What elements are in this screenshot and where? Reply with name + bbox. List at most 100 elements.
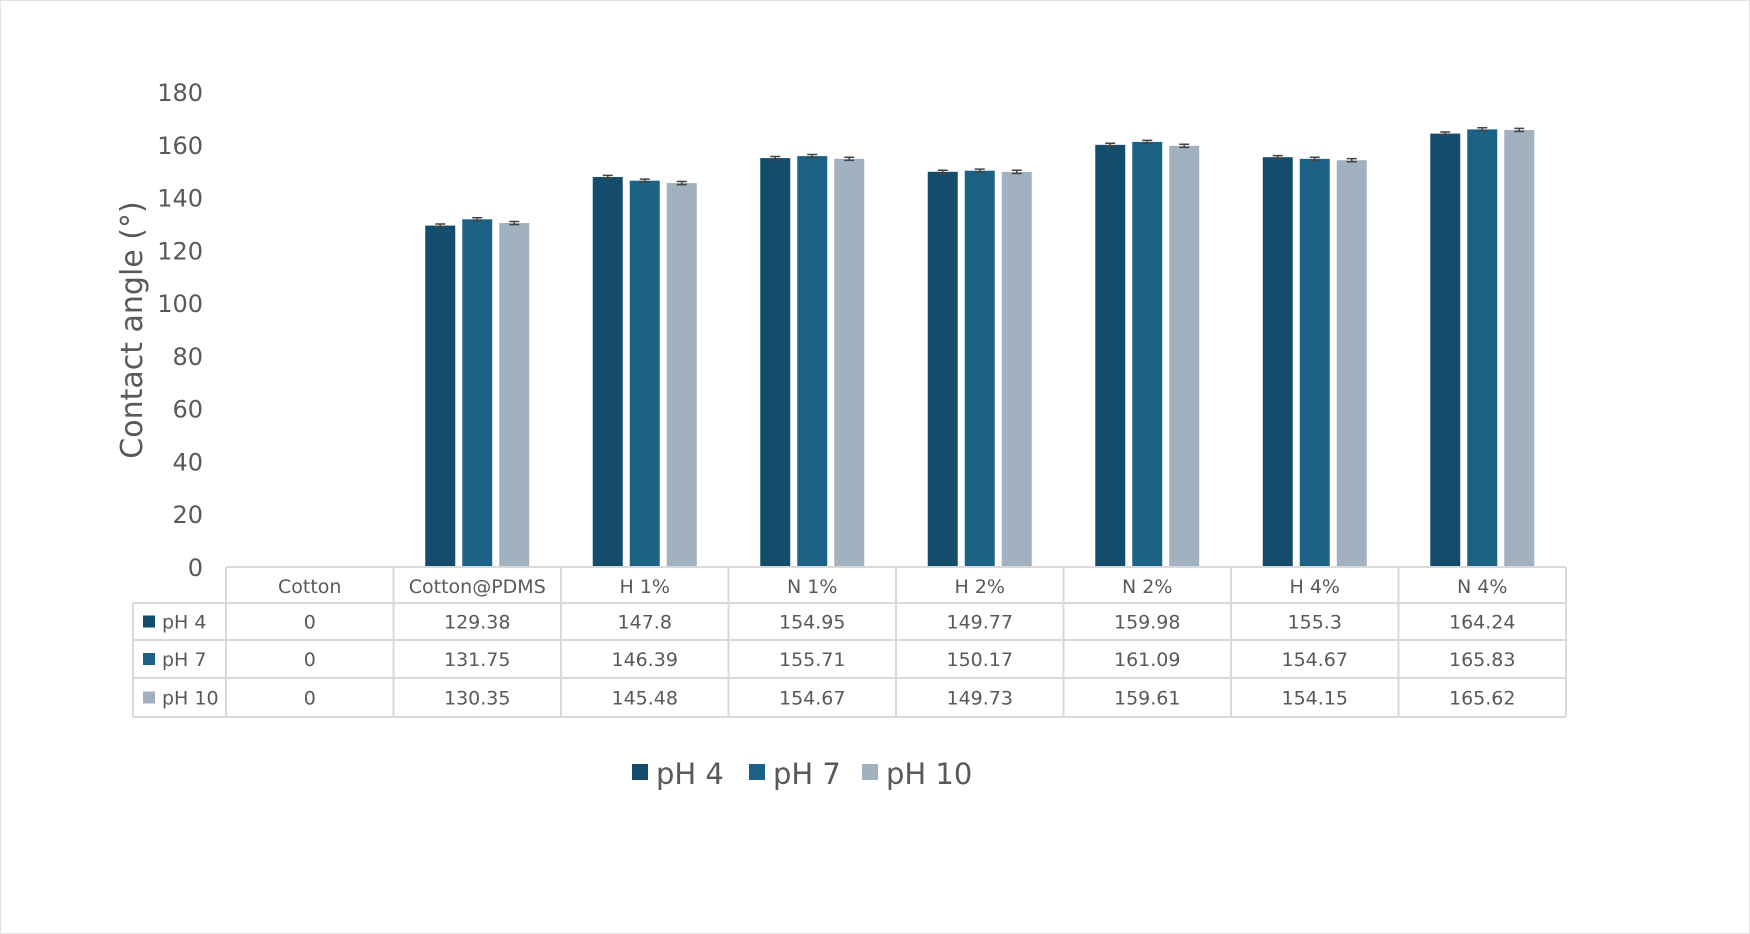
table-cell: 154.67 [1282,649,1348,671]
y-tick-label: 100 [157,290,203,318]
bars [425,127,1535,568]
error-bar [602,174,613,180]
table-cell: 150.17 [947,649,1013,671]
table-cell: 165.62 [1449,688,1515,710]
bar [592,176,623,567]
error-bar [974,168,985,174]
series-label: pH 4 [162,612,206,634]
series-swatch [143,615,155,628]
bar [1504,129,1535,568]
bar [797,156,828,567]
bar [1095,144,1126,567]
error-bar [435,223,446,228]
series-label: pH 10 [162,688,219,710]
table-cell: 155.3 [1288,612,1342,634]
table-cell: 145.48 [612,688,678,710]
table-cell: 0 [304,649,316,671]
bar [425,225,456,567]
bar [834,158,865,567]
series-swatch [143,653,155,665]
category-label: H 4% [1290,576,1340,598]
legend-swatch [749,764,765,780]
y-axis-ticks: 0 20 40 60 80 100 120 140 160 180 [157,79,203,582]
category-label: H 2% [955,576,1005,598]
y-tick-label: 180 [157,79,203,107]
table-cell: 149.77 [947,612,1013,634]
error-bar [1179,143,1190,149]
error-bar [807,153,818,159]
table-cell: 159.98 [1114,612,1180,634]
bar [462,219,493,567]
y-tick-label: 80 [172,343,203,371]
legend-label: pH 7 [773,757,841,791]
table-cell: 154.95 [779,612,845,634]
error-bar [639,178,650,184]
series-label: pH 7 [162,649,206,671]
table-cell: 161.09 [1114,649,1180,671]
category-label: Cotton [278,576,341,598]
y-tick-label: 160 [157,132,203,160]
bar [1001,171,1032,568]
bar [666,183,697,567]
bar [499,223,530,568]
legend: pH 4 pH 7 pH 10 [632,757,972,791]
error-bar [844,156,855,162]
category-label: H 1% [620,576,670,598]
bar [1132,141,1163,568]
table-cell: 0 [304,612,316,634]
error-bar [1142,139,1153,145]
bar [1299,158,1330,567]
legend-label: pH 4 [656,757,724,791]
bar [1336,160,1367,567]
error-bar [1440,131,1451,136]
error-bar [472,216,483,222]
y-axis-label: Contact angle (°) [115,201,150,458]
error-bar [937,169,948,175]
y-tick-label: 40 [172,448,203,476]
y-tick-label: 20 [172,501,203,529]
y-tick-label: 0 [188,554,203,582]
table-cell: 154.67 [779,688,845,710]
bar [1430,133,1461,568]
bar [927,171,958,567]
error-bar [1477,127,1488,132]
table-cell: 129.38 [444,612,510,634]
error-bar [1011,169,1022,175]
series-swatch [143,691,155,704]
table-cell: 164.24 [1449,612,1515,634]
table-cell: 131.75 [444,649,510,671]
legend-label: pH 10 [886,757,972,791]
category-label: N 1% [787,576,837,598]
error-bar [1346,157,1357,163]
table-cell: 149.73 [947,688,1013,710]
y-tick-label: 60 [172,396,203,424]
bar [629,180,660,567]
category-label: N 2% [1122,576,1172,598]
bar [760,158,791,567]
error-bar [1105,142,1116,148]
category-label: Cotton@PDMS [409,576,546,598]
table-cell: 130.35 [444,688,510,710]
legend-swatch [862,764,878,780]
error-bar [509,220,520,226]
table-cell: 0 [304,688,316,710]
bar [1467,129,1498,567]
error-bar [1309,156,1320,162]
error-bar [676,180,687,186]
error-bar [1514,127,1525,133]
bar [1169,145,1200,567]
table-cell: 155.71 [779,649,845,671]
table-cell: 146.39 [612,649,678,671]
table-cell: 159.61 [1114,688,1180,710]
bar [964,170,995,567]
error-bar [1272,154,1283,160]
table-cell: 154.15 [1282,688,1348,710]
error-bar [770,155,781,161]
y-tick-label: 140 [157,185,203,213]
table-cell: 165.83 [1449,649,1515,671]
y-tick-label: 120 [157,237,203,265]
table-cell: 147.8 [618,612,672,634]
category-label: N 4% [1457,576,1507,598]
data-table: Cotton Cotton@PDMS H 1% N 1% H 2% N 2% H 4% N 4… [132,566,1567,718]
